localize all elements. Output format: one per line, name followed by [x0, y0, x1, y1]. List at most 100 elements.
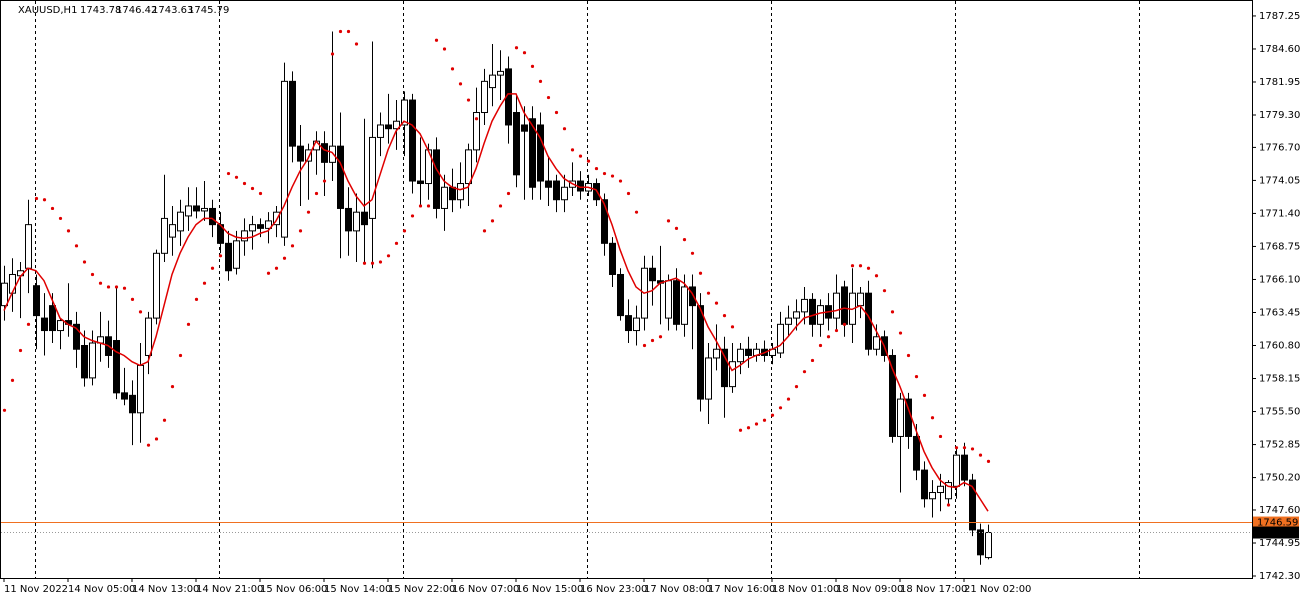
sar-dot: [314, 191, 319, 196]
sar-dot: [538, 79, 543, 83]
candle-body: [609, 242, 616, 275]
candle-body: [457, 183, 464, 201]
candle-body: [465, 149, 472, 185]
candle-body: [817, 305, 824, 325]
sar-dot: [362, 261, 367, 265]
candle-body: [857, 292, 864, 307]
y-tick-label: 1787.25: [1259, 11, 1300, 22]
x-tick-label: 14 Nov 05:00: [68, 584, 135, 595]
candle-body: [969, 479, 976, 531]
candle-body: [169, 224, 176, 238]
candle-body: [321, 143, 328, 163]
y-tick-label: 1758.15: [1259, 374, 1300, 385]
candle-body: [337, 145, 344, 209]
sar-dot: [762, 418, 767, 422]
x-tick-label: 11 Nov 2022: [4, 584, 68, 595]
sar-dot: [434, 38, 439, 42]
candle-body: [161, 217, 168, 254]
y-tick-label: 1771.40: [1259, 208, 1300, 219]
candle-body: [449, 186, 456, 201]
candle-body: [249, 224, 256, 232]
sar-dot: [842, 322, 847, 326]
sar-dot: [714, 301, 719, 305]
sar-dot: [570, 148, 575, 152]
candle-body: [713, 348, 720, 359]
candle-body: [297, 145, 304, 162]
sar-dot: [442, 47, 447, 51]
candle-body: [481, 80, 488, 114]
candle-body: [785, 317, 792, 325]
candle-body: [473, 112, 480, 151]
x-tick-label: 15 Nov 06:00: [260, 584, 327, 595]
candle-body: [977, 529, 984, 556]
candle-body: [793, 311, 800, 319]
candle-body: [689, 286, 696, 307]
candle-body: [393, 120, 400, 130]
sar-dot: [42, 198, 47, 202]
candle-body: [441, 186, 448, 209]
sar-dot: [802, 370, 807, 374]
x-tick-label: 18 Nov 01:00: [772, 584, 839, 595]
candle-body: [521, 124, 528, 132]
sar-dot: [562, 127, 567, 131]
sar-dot: [546, 95, 551, 100]
sar-dot: [618, 179, 623, 183]
sar-dot: [226, 171, 231, 176]
x-tick-label: 18 Nov 09:00: [836, 584, 903, 595]
sar-dot: [122, 286, 127, 290]
sar-dot: [898, 331, 903, 335]
candle-body: [673, 280, 680, 325]
candle-body: [401, 99, 408, 126]
sar-dot: [378, 260, 383, 264]
candle-body: [121, 392, 128, 400]
candle-body: [265, 220, 272, 229]
sar-dot: [914, 375, 919, 379]
sar-dot: [738, 428, 743, 432]
sar-dot: [978, 453, 983, 457]
y-tick-label: 1755.50: [1259, 407, 1300, 418]
y-tick-label: 1766.10: [1259, 274, 1300, 285]
x-tick-label: 15 Nov 22:00: [388, 584, 455, 595]
sar-dot: [338, 29, 343, 34]
sar-dot: [466, 98, 471, 102]
y-tick-label: 1784.60: [1259, 44, 1300, 55]
sar-dot: [890, 310, 895, 314]
candle-body: [281, 80, 288, 238]
ask-label-box: [1253, 516, 1299, 529]
sar-dot: [50, 206, 55, 211]
sar-dot: [754, 422, 759, 426]
x-tick-label: 21 Nov 02:00: [964, 584, 1031, 595]
sar-dot: [794, 385, 799, 389]
candle-body: [841, 286, 848, 325]
candle-body: [41, 317, 48, 332]
sar-dot: [938, 434, 943, 439]
sar-dot: [986, 459, 991, 463]
candle-body: [649, 267, 656, 282]
candle-body: [353, 211, 360, 232]
candle-body: [153, 252, 160, 319]
y-tick-label: 1747.60: [1259, 505, 1300, 516]
sar-dot: [786, 397, 791, 401]
sar-dot: [106, 285, 111, 289]
candle-body: [777, 323, 784, 354]
sar-dot: [874, 274, 879, 278]
y-tick-label: 1752.85: [1259, 440, 1300, 451]
candle-body: [25, 224, 32, 269]
sar-dot: [354, 42, 359, 46]
candle-body: [697, 305, 704, 400]
sar-dot: [634, 210, 639, 214]
candle-body: [937, 485, 944, 494]
sar-dot: [770, 413, 775, 417]
candle-body: [833, 292, 840, 319]
sar-dot: [274, 266, 279, 270]
sar-dot: [530, 64, 535, 69]
x-tick-label: 18 Nov 17:00: [900, 584, 967, 595]
sar-dot: [458, 82, 463, 86]
candle-body: [113, 340, 120, 394]
chart-title: XAUUSD,H1: [18, 5, 77, 16]
candle-body: [9, 273, 16, 294]
sar-dot: [674, 226, 679, 230]
x-tick-label: 17 Nov 16:00: [708, 584, 775, 595]
sar-dot: [170, 385, 175, 389]
candle-body: [929, 492, 936, 500]
